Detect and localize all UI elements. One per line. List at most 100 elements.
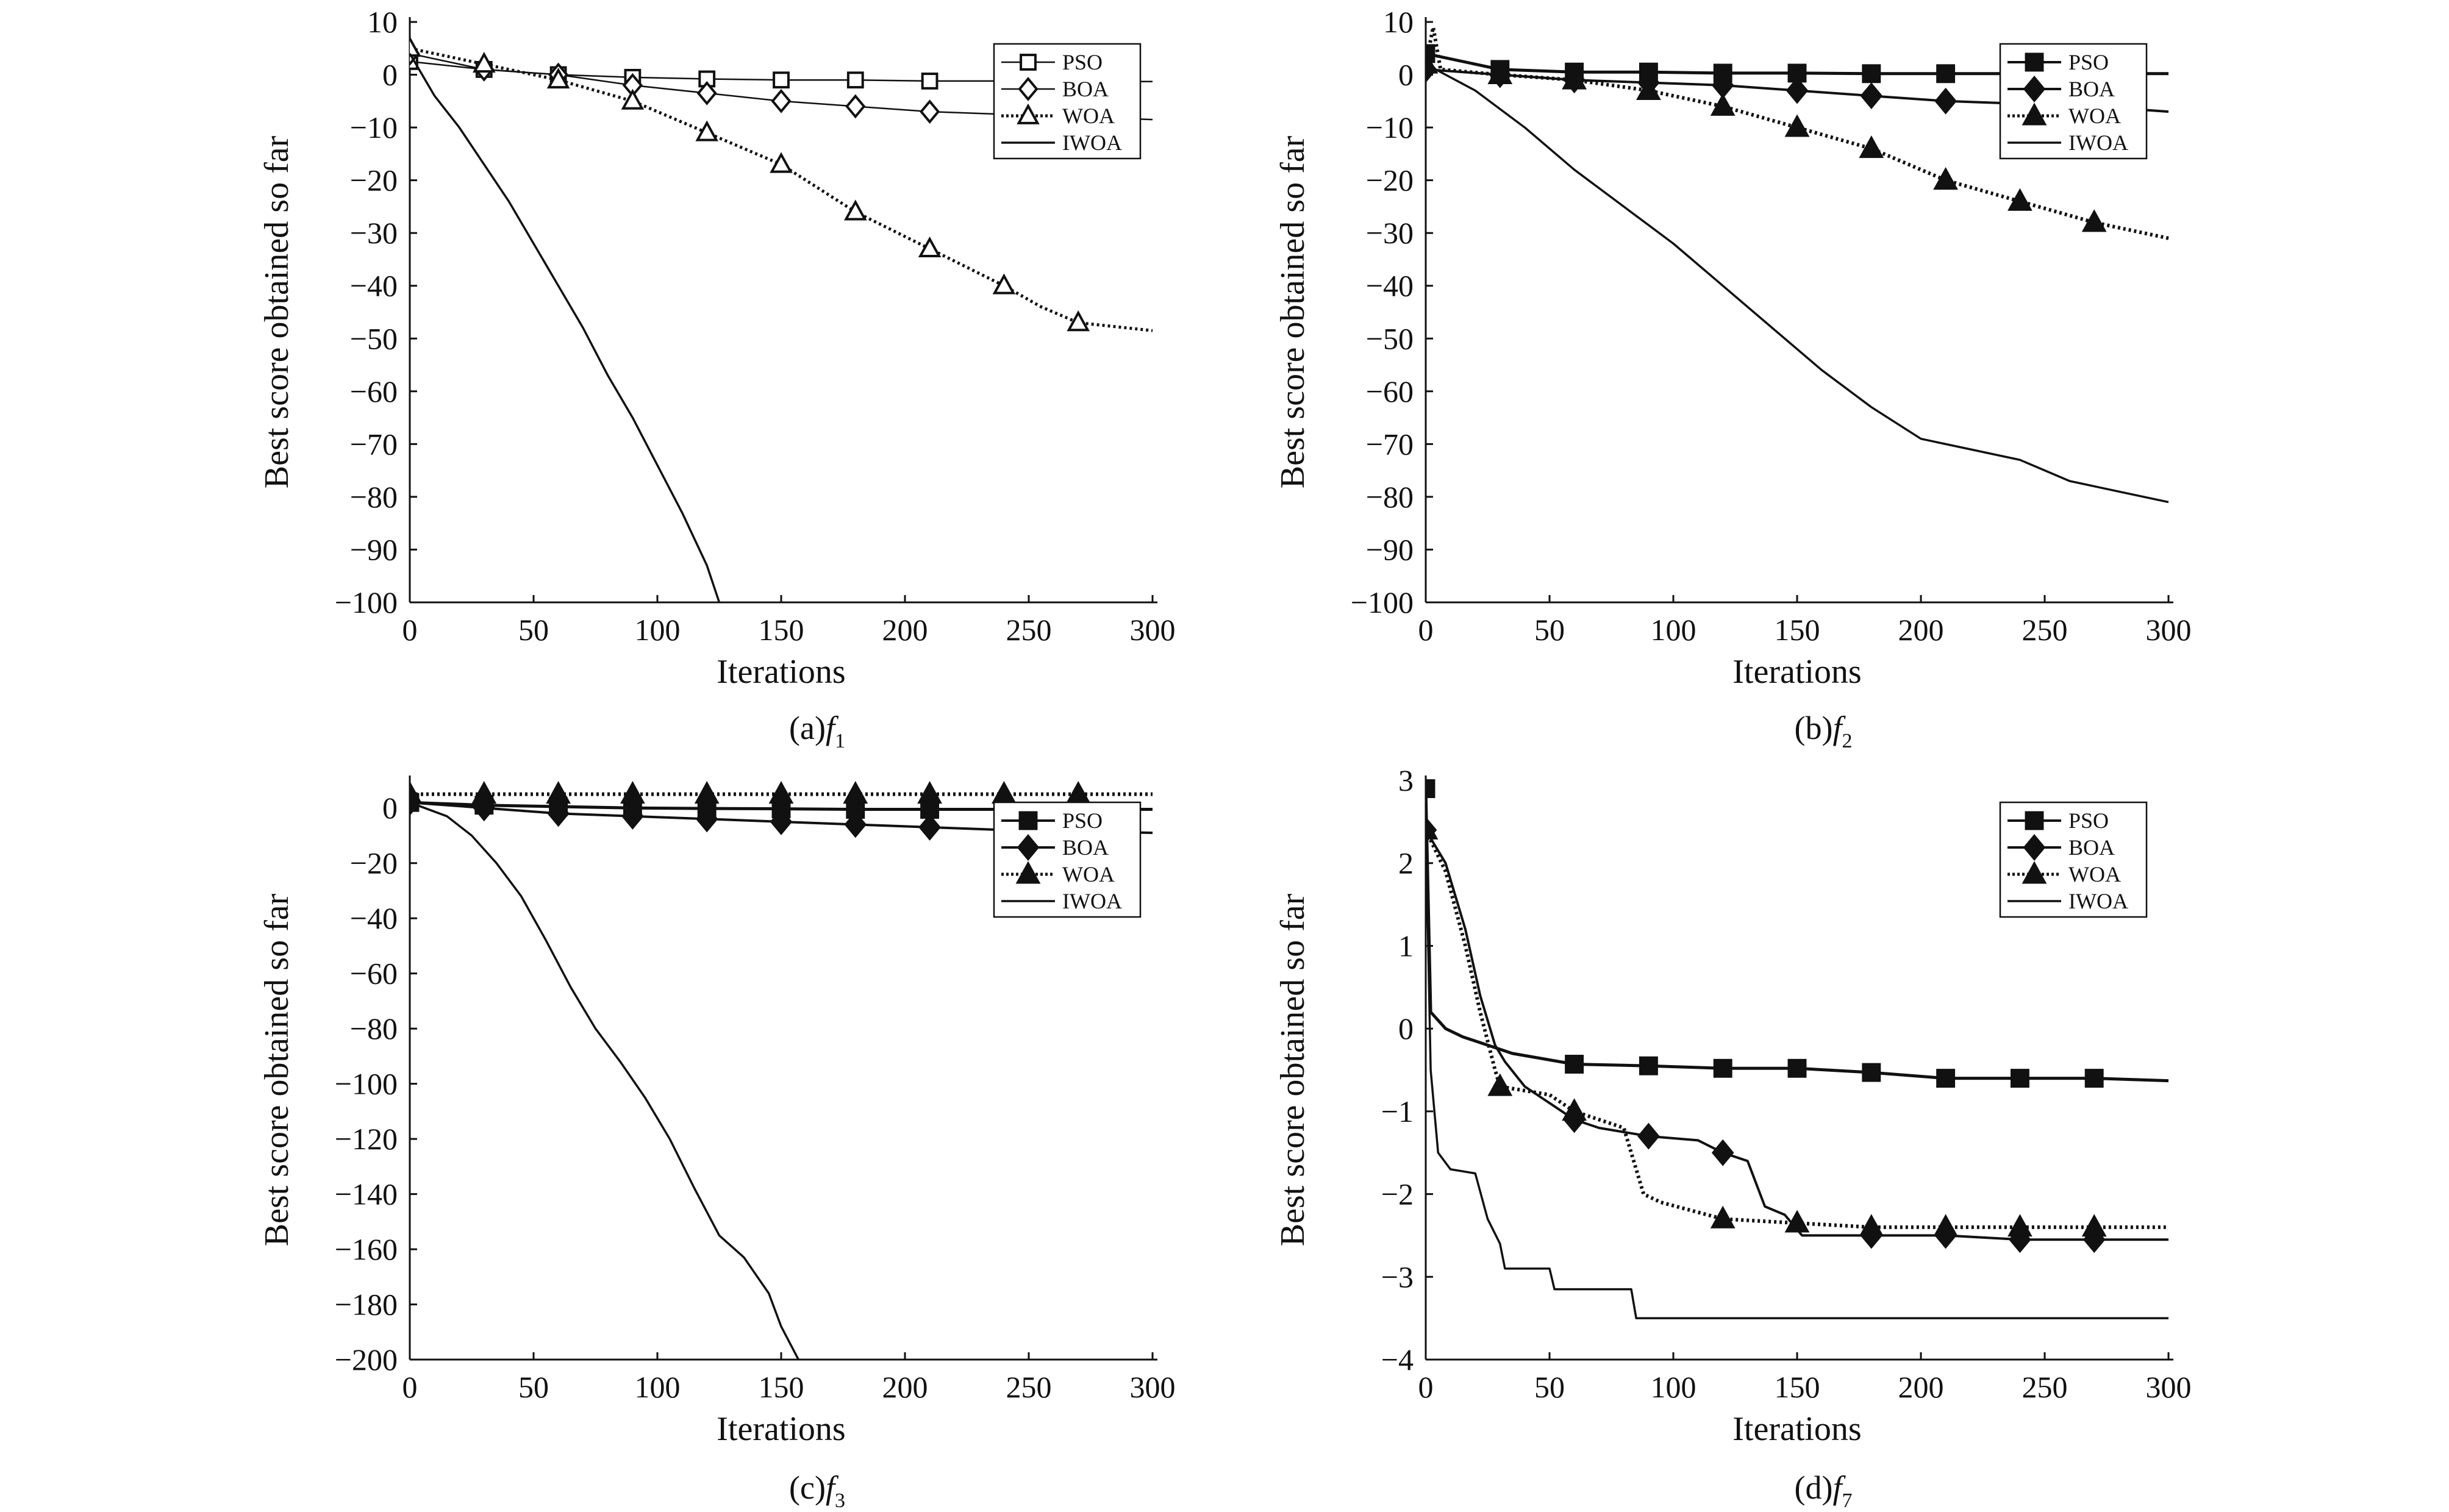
marker-boa	[845, 94, 866, 119]
panel-caption: (d)f7	[1795, 1469, 1853, 1512]
x-tick-label: 50	[518, 1370, 549, 1404]
y-tick-label: −20	[350, 846, 398, 880]
y-tick-label: −1	[1381, 1094, 1414, 1129]
y-tick-label: −30	[1366, 216, 1414, 250]
marker-pso	[773, 71, 790, 89]
y-tick-label: −60	[350, 957, 398, 991]
marker-woa	[843, 780, 868, 804]
marker-woa	[2007, 1214, 2032, 1237]
x-axis-title: Iterations	[717, 1410, 845, 1448]
y-tick-label: −70	[1366, 427, 1414, 461]
marker-woa	[2081, 1214, 2107, 1237]
marker-woa	[918, 236, 942, 258]
marker-boa	[1786, 77, 1809, 104]
y-tick-label: −80	[1366, 480, 1414, 514]
marker-woa	[621, 88, 645, 110]
marker-woa	[1710, 93, 1736, 116]
marker-woa	[471, 780, 497, 804]
marker-pso	[1426, 779, 1435, 799]
x-tick-label: 150	[1775, 1370, 1820, 1404]
x-tick-label: 250	[2022, 1370, 2068, 1404]
marker-pso	[1936, 1069, 1956, 1088]
x-tick-label: 100	[635, 1370, 681, 1404]
x-tick-label: 300	[2146, 1370, 2192, 1404]
y-tick-label: −70	[350, 427, 398, 461]
y-tick-label: −80	[350, 1011, 398, 1046]
y-axis-title: Best score obtained so far	[1274, 893, 1312, 1246]
y-tick-label: −10	[350, 110, 398, 144]
y-tick-label: −20	[1366, 163, 1414, 198]
y-tick-label: −80	[350, 480, 398, 514]
x-tick-label: 100	[1651, 613, 1696, 647]
panel-caption-label: (d)	[1795, 1469, 1833, 1506]
marker-pso	[2084, 1069, 2104, 1088]
x-tick-label: 300	[1130, 613, 1176, 647]
marker-woa	[768, 780, 794, 804]
marker-woa	[1859, 135, 1884, 159]
series-line-iwoa	[410, 801, 799, 1360]
panel-caption: (a)f1	[789, 710, 845, 752]
marker-woa	[410, 780, 423, 804]
y-tick-label: 0	[1398, 1011, 1414, 1046]
marker-woa	[473, 51, 496, 73]
panel-caption: (b)f2	[1795, 710, 1853, 752]
x-tick-label: 200	[882, 1370, 928, 1404]
legend-marker-pso	[2025, 52, 2044, 72]
marker-pso	[1713, 1058, 1732, 1078]
panel-f1: 0 50 100 150 200 250 300100−10−20−30−40−50−60−…	[258, 5, 1176, 752]
series-line-iwoa	[410, 53, 721, 602]
y-tick-label: −100	[335, 1067, 398, 1101]
x-tick-label: 50	[518, 613, 549, 647]
marker-woa	[1933, 1214, 1958, 1237]
legend-marker-pso	[1020, 54, 1037, 71]
series-line-boa	[1426, 829, 2168, 1241]
y-tick-label: −20	[350, 163, 398, 198]
marker-woa	[1487, 61, 1513, 84]
y-tick-label: 0	[382, 791, 398, 825]
legend-label-iwoa: IWOA	[2068, 889, 2128, 913]
y-tick-label: −40	[1366, 269, 1414, 303]
marker-woa	[694, 780, 720, 804]
marker-pso	[1936, 64, 1956, 84]
legend-label-iwoa: IWOA	[1062, 130, 1122, 155]
marker-woa	[917, 780, 942, 804]
marker-woa	[1784, 114, 1810, 137]
marker-boa	[621, 802, 644, 830]
marker-woa	[770, 152, 793, 173]
marker-boa	[696, 80, 717, 105]
marker-boa	[918, 813, 941, 841]
panel-caption-subscript: 2	[1842, 730, 1852, 752]
legend-label-boa: BOA	[1062, 77, 1109, 101]
x-tick-label: 0	[1418, 1370, 1434, 1404]
y-tick-label: −160	[335, 1232, 398, 1266]
marker-woa	[1710, 1205, 1736, 1228]
x-tick-label: 0	[402, 613, 418, 647]
panel-caption-label: (a)	[789, 710, 826, 746]
marker-pso	[921, 73, 938, 90]
legend-label-iwoa: IWOA	[2068, 130, 2128, 155]
x-tick-label: 200	[1898, 613, 1944, 647]
y-axis-title: Best score obtained so far	[258, 893, 296, 1246]
marker-woa	[2081, 209, 2107, 232]
panel-f3: 0 50 100 150 200 250 300 0 −20 −40 −60 −80 −100 −120 −…	[258, 776, 1176, 1512]
legend-marker-boa	[1017, 834, 1040, 861]
legend-marker-woa	[1017, 103, 1040, 124]
legend-label-boa: BOA	[2068, 835, 2115, 860]
x-tick-label: 250	[1006, 1370, 1052, 1404]
x-tick-label: 100	[1651, 1370, 1696, 1404]
x-axis-title: Iterations	[1732, 653, 1861, 691]
y-tick-label: −180	[335, 1288, 398, 1322]
marker-woa	[410, 36, 421, 57]
marker-boa	[771, 88, 792, 113]
series-line-iwoa	[1426, 821, 2168, 1319]
marker-woa	[1933, 167, 1958, 190]
marker-woa	[546, 780, 571, 804]
series-line-woa	[410, 46, 1153, 332]
marker-boa	[1637, 1122, 1660, 1150]
y-tick-label: 0	[1398, 58, 1414, 92]
x-tick-label: 0	[402, 1370, 418, 1404]
marker-boa	[770, 808, 793, 835]
